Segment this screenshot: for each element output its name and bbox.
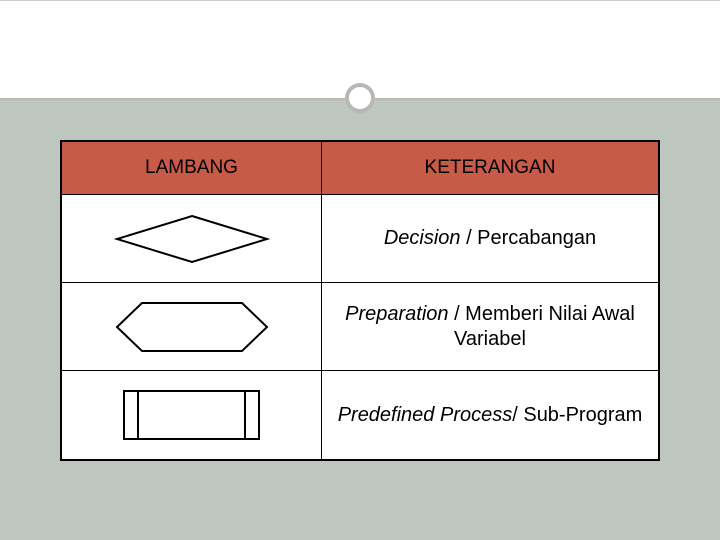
table-row: Preparation / Memberi Nilai Awal Variabe… [62,283,658,371]
predefined-process-icon [119,386,264,444]
desc-text: Predefined Process/ Sub-Program [338,403,643,428]
table-row: Predefined Process/ Sub-Program [62,371,658,459]
desc-text: Decision / Percabangan [384,226,596,251]
header-label: LAMBANG [145,157,238,179]
desc-text: Preparation / Memberi Nilai Awal Variabe… [330,302,650,352]
header-col-keterangan: KETERANGAN [322,142,658,194]
circle-icon [345,83,375,113]
symbol-cell-preparation [62,283,322,370]
decision-diamond-icon [112,211,272,267]
table-row: Decision / Percabangan [62,195,658,283]
header-label: KETERANGAN [425,157,556,179]
symbol-cell-predefined [62,371,322,459]
desc-cell-predefined: Predefined Process/ Sub-Program [322,371,658,459]
desc-cell-preparation: Preparation / Memberi Nilai Awal Variabe… [322,283,658,370]
table-header-row: LAMBANG KETERANGAN [62,142,658,195]
preparation-hexagon-icon [112,297,272,357]
header-col-lambang: LAMBANG [62,142,322,194]
symbol-cell-decision [62,195,322,282]
desc-cell-decision: Decision / Percabangan [322,195,658,282]
flowchart-symbol-table: LAMBANG KETERANGAN Decision / Percabanga… [60,140,660,461]
